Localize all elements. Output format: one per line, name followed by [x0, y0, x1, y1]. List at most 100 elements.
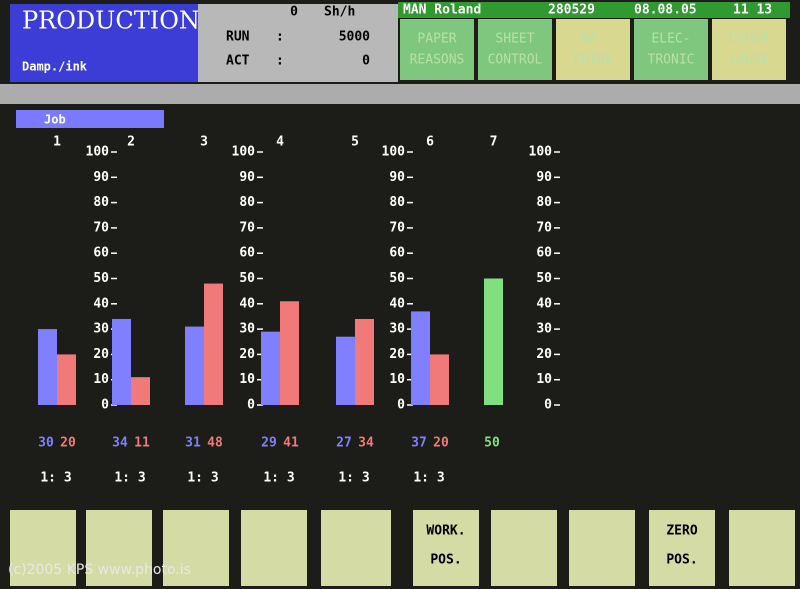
- scale-label: 50: [239, 271, 255, 286]
- scale-label: 0: [544, 398, 552, 413]
- value-label: 50: [484, 436, 500, 451]
- scale-label: 60: [536, 246, 552, 261]
- top-button[interactable]: [556, 19, 630, 80]
- value-label: 30: [38, 436, 54, 451]
- status-panel: [198, 4, 398, 82]
- value-label: 29: [261, 436, 277, 451]
- date: 08.08.05: [634, 3, 697, 18]
- bottom-button[interactable]: [491, 510, 557, 586]
- ratio: 1: 3: [40, 471, 71, 486]
- top-button[interactable]: [634, 19, 708, 80]
- scale-label: 10: [93, 372, 109, 387]
- top-button-label: CONTROL: [488, 53, 543, 68]
- scale-label: 80: [93, 195, 109, 210]
- run-label: RUN: [226, 30, 250, 45]
- scale-label: 70: [389, 220, 405, 235]
- scale-label: 100: [382, 145, 406, 160]
- scale-label: 100: [232, 145, 256, 160]
- ink-bar: [38, 329, 57, 405]
- unit-number: 1: [53, 135, 61, 150]
- scale-label: 80: [389, 195, 405, 210]
- value-label: 27: [336, 436, 352, 451]
- value-label: 31: [185, 436, 201, 451]
- ink-bar: [57, 354, 76, 405]
- scale-label: 50: [93, 271, 109, 286]
- ink-bar: [336, 336, 355, 405]
- unit-number: 7: [490, 135, 498, 150]
- scale-label: 90: [93, 170, 109, 185]
- ratio: 1: 3: [114, 471, 145, 486]
- bottom-button-label: POS.: [430, 553, 461, 568]
- value-label: 41: [283, 436, 299, 451]
- bottom-button[interactable]: [10, 510, 76, 586]
- scale-label: 90: [239, 170, 255, 185]
- top-button[interactable]: [478, 19, 552, 80]
- value-label: 34: [358, 436, 374, 451]
- speed-unit: Sh/h: [324, 5, 355, 20]
- scale-label: 10: [239, 372, 255, 387]
- ink-bar: [280, 301, 299, 405]
- value-label: 34: [112, 436, 128, 451]
- run-sep: :: [276, 30, 284, 45]
- scale-label: 90: [536, 170, 552, 185]
- scale-label: 10: [389, 372, 405, 387]
- scale-label: 0: [397, 398, 405, 413]
- ink-bar: [112, 318, 131, 405]
- scale-label: 60: [389, 246, 405, 261]
- bottom-button[interactable]: [241, 510, 307, 586]
- bottom-button[interactable]: [569, 510, 635, 586]
- scale-label: 50: [536, 271, 552, 286]
- scale-label: 100: [86, 145, 110, 160]
- ink-bar: [185, 326, 204, 405]
- top-button-label: TRONIC: [648, 53, 695, 68]
- scale-label: 30: [536, 322, 552, 337]
- code: 280529: [548, 3, 595, 18]
- scale-label: 10: [536, 372, 552, 387]
- scale-label: 90: [389, 170, 405, 185]
- bottom-button[interactable]: [163, 510, 229, 586]
- bottom-button[interactable]: [86, 510, 152, 586]
- separator-band: [0, 84, 800, 104]
- speed: 0: [290, 5, 298, 20]
- top-button-label: OTHER: [729, 32, 768, 47]
- scale-label: 0: [101, 398, 109, 413]
- value-label: 37: [411, 436, 427, 451]
- machine: MAN Roland: [403, 3, 481, 18]
- bottom-button[interactable]: [413, 510, 479, 586]
- time: 11 13: [733, 3, 772, 18]
- bottom-button[interactable]: [649, 510, 715, 586]
- ratio: 1: 3: [338, 471, 369, 486]
- unit-number: 6: [426, 135, 434, 150]
- scale-label: 20: [93, 347, 109, 362]
- top-button-label: CHINE: [573, 53, 612, 68]
- job-bar: [16, 110, 164, 128]
- scale-label: 60: [239, 246, 255, 261]
- top-button-label: REASONS: [410, 53, 465, 68]
- title: PRODUCTION: [22, 7, 200, 35]
- scale-label: 20: [389, 347, 405, 362]
- scale-label: 60: [93, 246, 109, 261]
- act-label: ACT: [226, 54, 250, 69]
- ratio: 1: 3: [187, 471, 218, 486]
- ink-bar: [411, 311, 430, 405]
- top-button[interactable]: [712, 19, 786, 80]
- top-button[interactable]: [400, 19, 474, 80]
- ink-bar: [484, 278, 503, 405]
- value-label: 11: [134, 436, 150, 451]
- ink-bar: [430, 354, 449, 405]
- scale-label: 40: [93, 296, 109, 311]
- scale-label: 20: [536, 347, 552, 362]
- scale-label: 30: [93, 322, 109, 337]
- bottom-button-label: ZERO: [666, 524, 697, 539]
- scale-label: 30: [389, 322, 405, 337]
- top-button-label: PAPER: [417, 32, 456, 47]
- bottom-button[interactable]: [321, 510, 391, 586]
- scale-label: 70: [536, 220, 552, 235]
- bottom-button[interactable]: [729, 510, 795, 586]
- act-value: 0: [362, 54, 370, 69]
- ratio: 1: 3: [263, 471, 294, 486]
- scale-label: 40: [239, 296, 255, 311]
- ink-bar: [355, 318, 374, 405]
- act-sep: :: [276, 54, 284, 69]
